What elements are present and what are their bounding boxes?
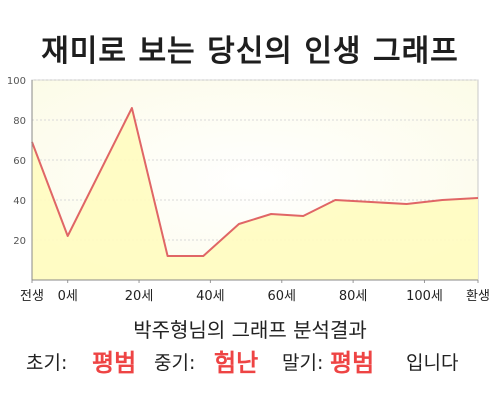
- y-tick-label: 40: [13, 196, 26, 207]
- x-tick-label: 전생: [20, 289, 44, 304]
- x-tick-label: 80세: [339, 289, 368, 304]
- y-tick-label: 60: [13, 156, 26, 167]
- analysis-subtitle: 박주형님의 그래프 분석결과: [133, 318, 367, 342]
- life-series-line: [31, 107, 479, 257]
- late-label: 말기:: [282, 352, 324, 374]
- y-tick-label: 20: [13, 236, 26, 247]
- x-axis: 전생 0세 20세 40세 60세 80세 100세 환생: [20, 280, 490, 304]
- summary-line: 초기: 평범 중기: 험난 말기: 평범 입니다: [20, 346, 490, 380]
- late-value: 평범: [330, 349, 375, 377]
- x-tick-label: 40세: [196, 289, 225, 304]
- early-value: 평범: [92, 349, 137, 377]
- x-tick-label: 60세: [268, 289, 297, 304]
- chart-title: 재미로 보는 당신의 인생 그래프: [41, 34, 459, 69]
- middle-label: 중기:: [154, 352, 196, 374]
- x-tick-label: 100세: [406, 289, 443, 304]
- early-label: 초기:: [26, 352, 68, 374]
- y-axis: 20 40 60 80 100: [7, 76, 26, 247]
- life-area-fill: [32, 108, 478, 280]
- y-tick-label: 80: [13, 116, 26, 127]
- y-tick-label: 100: [7, 76, 26, 87]
- x-tick-label: 환생: [466, 289, 490, 304]
- x-tick-label: 0세: [58, 289, 78, 304]
- ending-text: 입니다: [406, 352, 459, 374]
- middle-value: 험난: [214, 349, 259, 377]
- x-tick-label: 20세: [125, 289, 154, 304]
